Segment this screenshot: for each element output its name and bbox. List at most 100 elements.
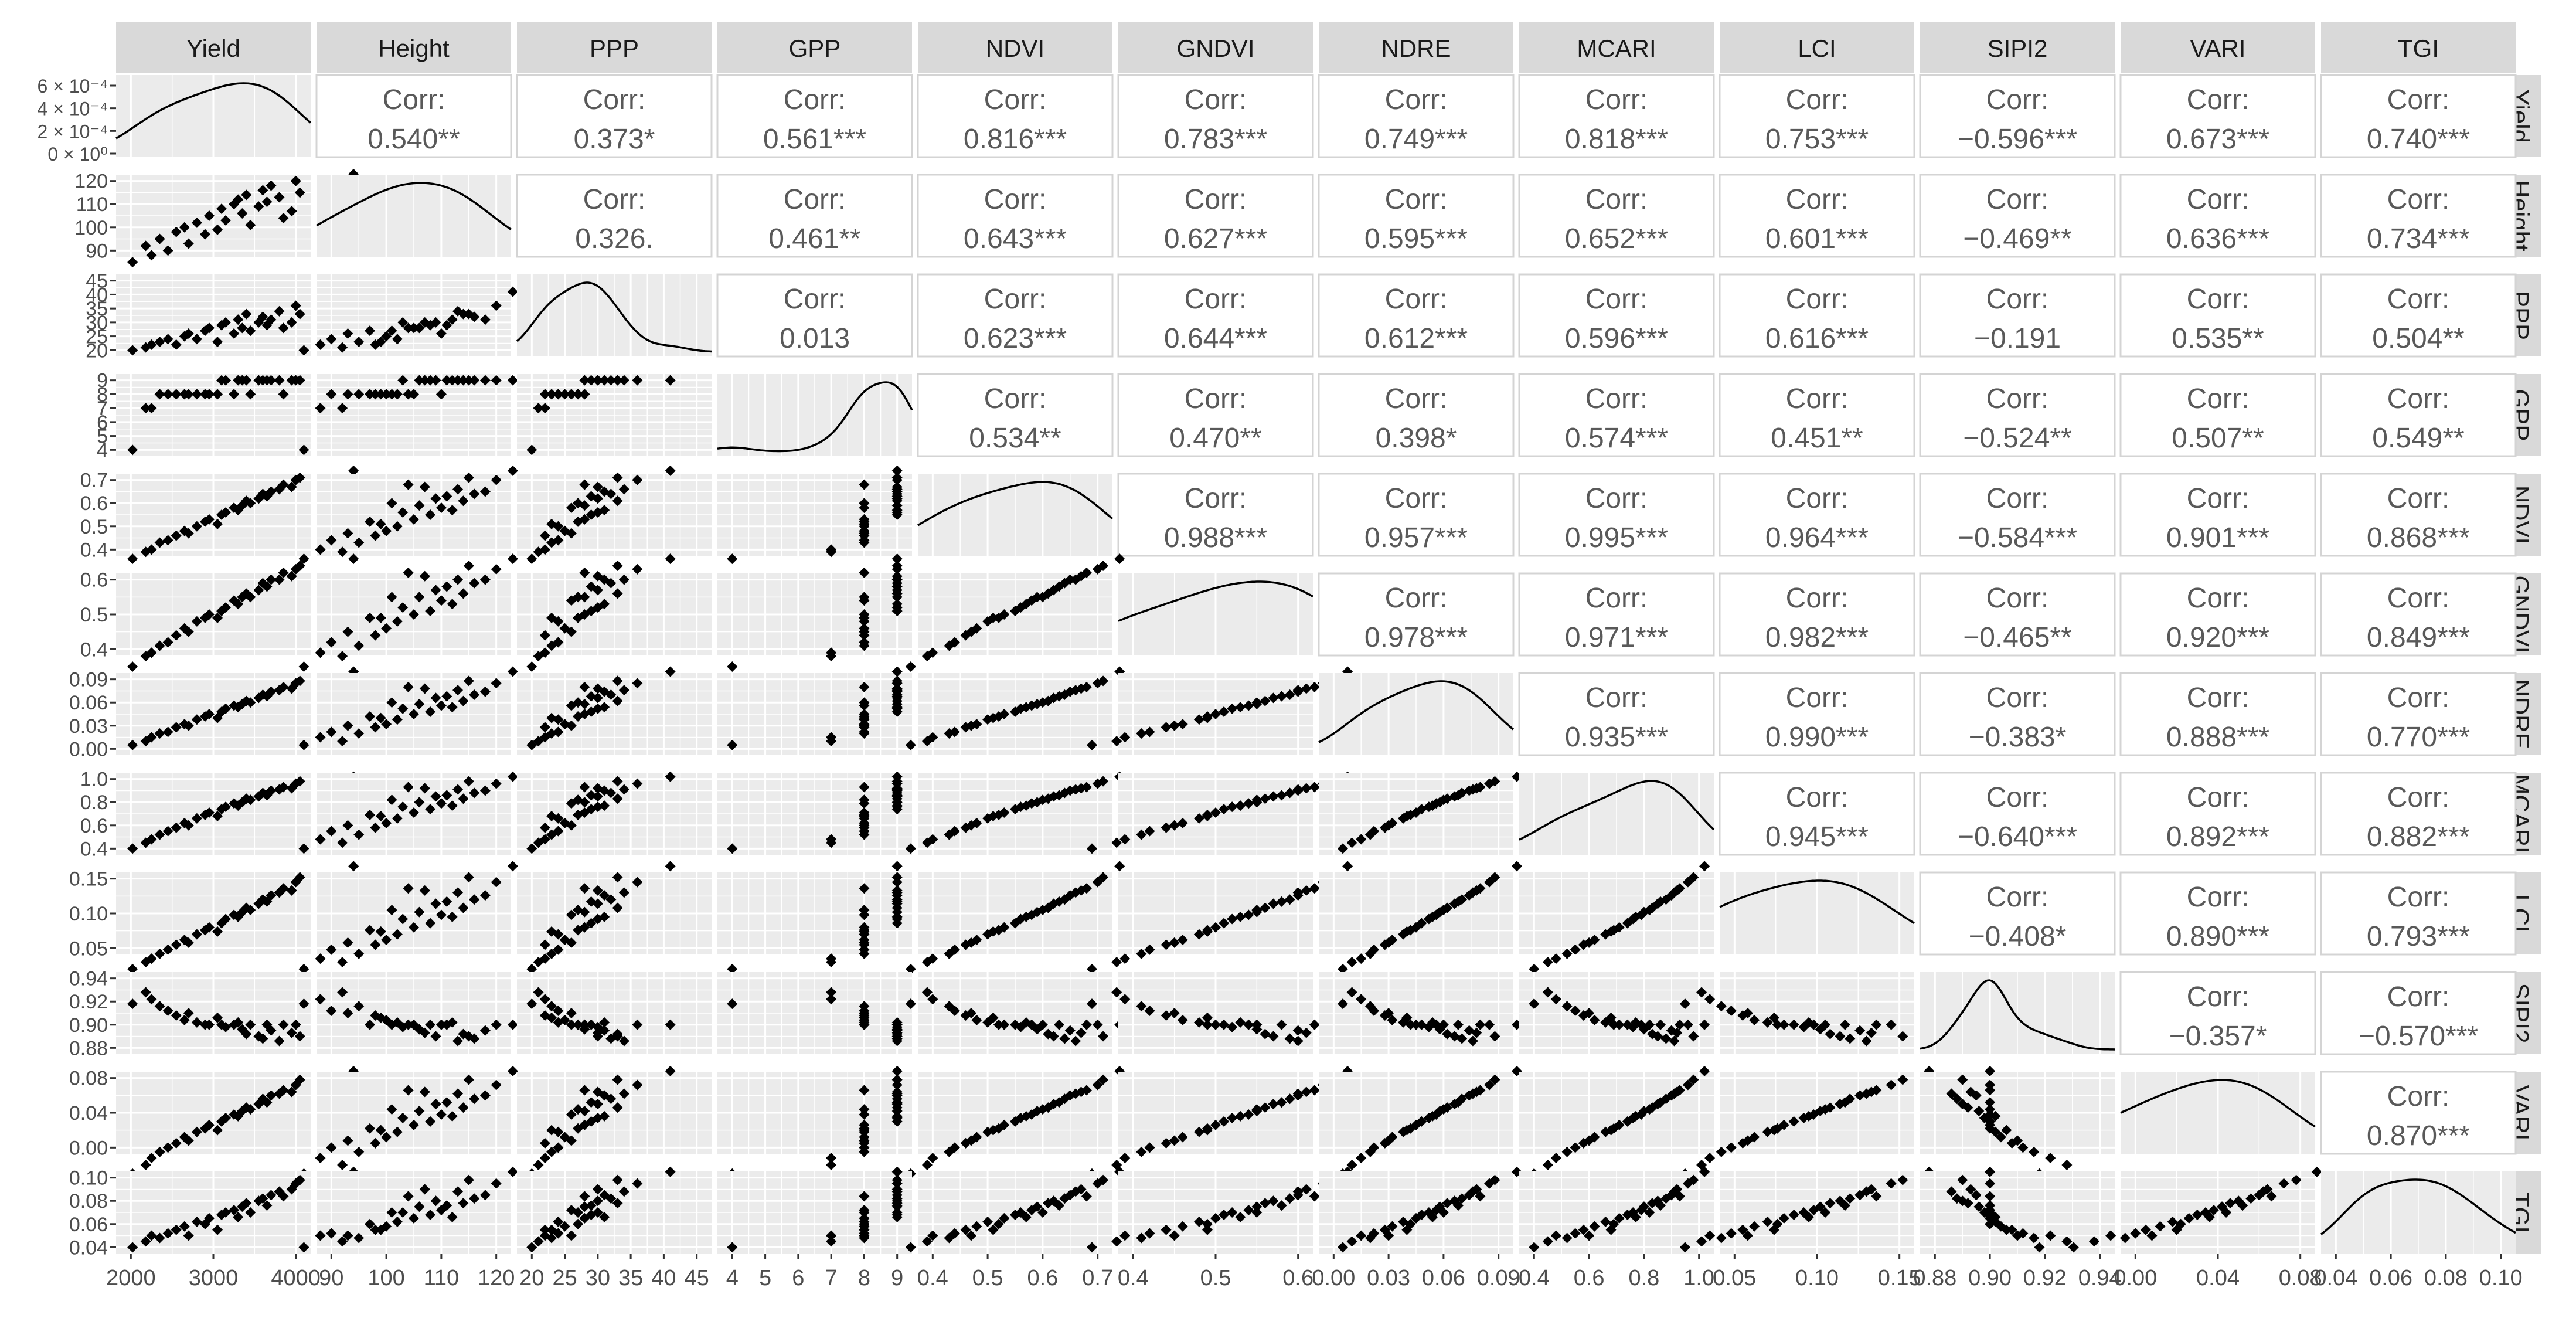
data-point: [266, 574, 277, 585]
x-tick-label: 5: [759, 1266, 771, 1290]
corr-label: Corr:: [1786, 583, 1849, 614]
scatter-panel-ndre-vs-gndvi: [1086, 666, 1353, 755]
data-point: [245, 592, 256, 603]
data-point: [353, 389, 365, 400]
corr-panel-mcari-sipi2: Corr:−0.640***: [1919, 772, 2116, 856]
data-point: [479, 1090, 491, 1101]
data-point: [1161, 1010, 1172, 1021]
corr-value: −0.408*: [1969, 921, 2067, 952]
data-point: [859, 810, 870, 821]
data-point: [370, 722, 381, 733]
data-point: [965, 720, 976, 731]
data-point: [342, 937, 353, 948]
data-point: [507, 861, 518, 872]
corr-panel-frame: [2320, 473, 2517, 557]
data-point: [891, 683, 903, 694]
data-point: [364, 1019, 375, 1030]
data-point: [1219, 804, 1230, 815]
data-point: [203, 922, 215, 933]
data-point: [1570, 1006, 1581, 1017]
data-point: [381, 817, 392, 828]
data-point: [1020, 800, 1032, 811]
data-point: [1946, 1186, 1957, 1197]
corr-panel-frame: [1318, 373, 1515, 457]
corr-value: 0.988***: [1164, 522, 1267, 553]
data-point: [1268, 898, 1279, 909]
data-point: [1251, 1201, 1263, 1212]
data-point: [1452, 1019, 1464, 1030]
data-point: [229, 1205, 240, 1216]
data-point: [154, 948, 165, 959]
data-point: [1136, 1232, 1147, 1244]
data-point: [1037, 905, 1048, 916]
data-point: [392, 521, 403, 532]
corr-panel-ndvi-mcari: Corr:0.995***: [1518, 473, 1715, 557]
data-point: [539, 630, 550, 641]
data-point: [183, 937, 194, 948]
data-point: [599, 702, 610, 713]
data-point: [859, 637, 870, 648]
data-point: [458, 588, 469, 599]
data-point: [1416, 1116, 1427, 1127]
data-point: [1401, 810, 1413, 821]
y-tick-label: 2 × 10⁻⁴: [38, 121, 108, 142]
data-point: [1897, 1074, 1908, 1085]
data-point: [392, 813, 403, 824]
corr-label: Corr:: [1786, 483, 1849, 514]
data-point: [447, 1110, 458, 1122]
data-point: [727, 843, 738, 854]
data-point: [539, 722, 550, 733]
y-axis-tgi: 0.040.060.080.10: [69, 1167, 116, 1259]
scatter-panel-lci-vs-ppp: [517, 861, 712, 974]
data-point: [203, 709, 215, 719]
corr-label: Corr:: [1786, 782, 1849, 813]
data-point: [859, 926, 870, 937]
data-point: [479, 686, 491, 697]
data-point: [491, 877, 502, 888]
corr-panel-gpp-mcari: Corr:0.574***: [1518, 373, 1715, 457]
data-point: [891, 1065, 903, 1076]
data-point: [286, 570, 297, 582]
x-tick-label: 120: [478, 1266, 515, 1290]
data-point: [140, 403, 151, 414]
data-point: [290, 1019, 301, 1030]
data-point: [294, 872, 305, 883]
x-tick-label: 6: [792, 1266, 804, 1290]
data-point: [971, 1221, 982, 1232]
corr-label: Corr:: [1986, 84, 2049, 116]
x-tick-label: 110: [424, 1266, 460, 1290]
data-point: [1614, 922, 1625, 933]
data-point: [507, 465, 518, 476]
data-point: [419, 481, 430, 492]
data-point: [1161, 939, 1172, 950]
y-tick-label: 0.7: [80, 470, 108, 492]
data-point: [539, 403, 550, 414]
data-point: [1235, 1017, 1246, 1028]
data-point: [2012, 1135, 2023, 1146]
data-point: [579, 1019, 590, 1030]
corr-panel-gndvi-vari: Corr:0.920***: [2119, 572, 2316, 657]
data-point: [425, 706, 436, 718]
data-point: [1871, 1191, 1882, 1202]
data-point: [491, 300, 502, 311]
data-point: [375, 518, 386, 529]
data-point: [286, 206, 297, 217]
data-point: [965, 1135, 976, 1146]
data-point: [452, 484, 464, 495]
column-strip-bg: [1519, 22, 1714, 73]
data-point: [1688, 1074, 1699, 1085]
data-point: [2006, 1224, 2017, 1235]
data-point: [326, 1228, 337, 1239]
corr-label: Corr:: [1385, 583, 1448, 614]
data-point: [1177, 1132, 1188, 1143]
data-point: [618, 574, 629, 585]
data-point: [1383, 1135, 1394, 1146]
data-point: [1210, 1019, 1221, 1030]
data-point: [999, 1212, 1010, 1224]
density-panel-mcari: [1519, 773, 1715, 855]
corr-panel-gpp-tgi: Corr:0.549**: [2320, 373, 2517, 457]
data-point: [1542, 1236, 1553, 1247]
corr-value: −0.191: [1974, 323, 2061, 354]
data-point: [370, 822, 381, 833]
data-point: [1064, 1025, 1076, 1036]
